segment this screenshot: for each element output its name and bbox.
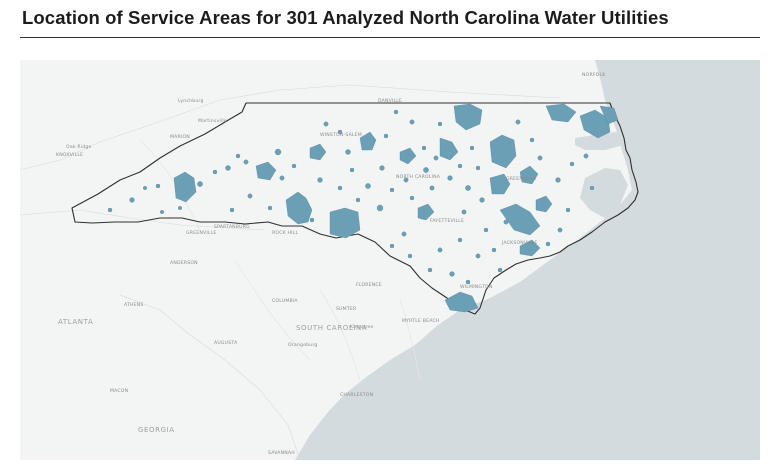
service-area-charlotte	[285, 191, 313, 225]
state-borders	[20, 84, 561, 460]
label-savannah: SAVANNAH	[268, 450, 295, 456]
label-orangeburg: Orangeburg	[288, 342, 318, 348]
service-area-durham	[439, 137, 459, 161]
label-kingstree: Kingstree	[350, 324, 374, 330]
label-columbia: COLUMBIA	[272, 298, 298, 304]
service-area-greenville	[519, 165, 539, 185]
label-atlanta: ATLANTA	[58, 318, 93, 326]
label-florence: FLORENCE	[356, 282, 382, 288]
label-jacksonville: JACKSONVILLE	[501, 240, 537, 246]
service-area-raleigh	[489, 134, 517, 169]
service-area-northeast-2	[579, 109, 611, 139]
label-winston-salem: WINSTON-SALEM	[320, 132, 362, 138]
place-labels: NORFOLK DANVILLE Lynchburg Martinsville …	[56, 72, 606, 456]
service-area-northeast-3	[599, 105, 619, 125]
label-norfolk: NORFOLK	[582, 72, 606, 78]
albemarle-sound	[575, 132, 630, 150]
service-area-roanoke-rapids	[453, 103, 483, 131]
label-danville: DANVILLE	[378, 98, 402, 104]
label-marion: MARION	[170, 134, 190, 140]
service-area-wilson	[489, 173, 511, 195]
service-area-wilmington	[444, 291, 479, 313]
rivers	[139, 139, 421, 381]
service-area-asheville	[173, 171, 197, 203]
label-greenville-nc: GREENVILLE	[506, 176, 537, 182]
label-north-carolina: NORTH CAROLINA	[396, 174, 441, 180]
atlantic-ocean	[295, 60, 760, 460]
service-area-jacksonville	[519, 239, 541, 257]
service-area-fayetteville	[417, 203, 435, 221]
title-divider	[20, 37, 760, 38]
service-area-northeast-1	[545, 103, 577, 123]
label-athens: ATHENS	[124, 302, 144, 308]
label-lynchburg: Lynchburg	[178, 98, 204, 104]
label-macon: MACON	[110, 388, 128, 394]
label-spartanburg: SPARTANBURG	[214, 224, 250, 230]
label-martinsville: Martinsville	[198, 118, 227, 124]
label-knoxville: KNOXVILLE	[56, 152, 83, 158]
service-area-union	[329, 207, 361, 239]
service-area-craven	[499, 203, 541, 236]
service-area-burlington	[399, 147, 417, 165]
map-title: Location of Service Areas for 301 Analyz…	[22, 7, 669, 28]
label-oak-ridge: Oak Ridge	[66, 144, 91, 150]
label-anderson: ANDERSON	[170, 260, 198, 266]
service-area-greensboro	[359, 131, 377, 151]
label-greenville-sc: GREENVILLE	[186, 230, 217, 236]
label-rock-hill: ROCK HILL	[272, 230, 298, 236]
service-area-hickory	[255, 161, 277, 181]
service-area-map: NORFOLK DANVILLE Lynchburg Martinsville …	[20, 60, 760, 460]
service-area-winston	[309, 143, 327, 161]
label-sumter: SUMTER	[336, 306, 357, 312]
label-augusta: AUGUSTA	[214, 340, 238, 346]
label-myrtle-beach: MYRTLE BEACH	[402, 318, 440, 324]
service-area-kinston	[535, 195, 553, 213]
north-carolina-outline	[71, 102, 639, 315]
pamlico-sound	[580, 168, 628, 218]
map-canvas: NORFOLK DANVILLE Lynchburg Martinsville …	[20, 60, 760, 460]
label-charleston: CHARLESTON	[340, 392, 373, 398]
label-georgia: GEORGIA	[138, 426, 175, 434]
label-south-carolina: SOUTH CAROLINA	[296, 324, 367, 332]
label-fayetteville: FAYETTEVILLE	[430, 218, 464, 224]
service-areas	[107, 103, 619, 313]
label-wilmington: WILMINGTON	[460, 284, 492, 290]
